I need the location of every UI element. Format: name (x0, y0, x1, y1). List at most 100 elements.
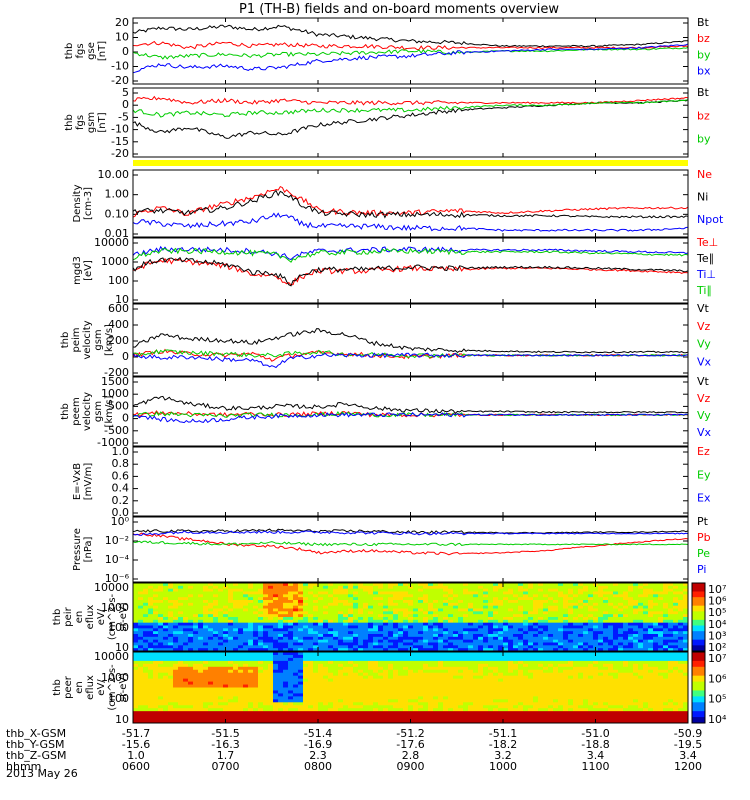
spectrogram-cell (438, 663, 444, 668)
spectrogram-cell (473, 602, 479, 607)
spectrogram-cell (263, 652, 269, 656)
spectrogram-cell (233, 611, 239, 615)
spectrogram-cell (313, 717, 319, 721)
spectrogram-cell (248, 591, 254, 595)
spectrogram-cell (398, 690, 404, 694)
spectrogram-cell (403, 660, 409, 665)
spectrogram-cell (488, 660, 494, 665)
spectrogram-cell (638, 583, 644, 587)
spectrogram-cell (138, 600, 144, 604)
spectrogram-cell (233, 714, 239, 718)
spectrogram-cell (348, 669, 354, 674)
spectrogram-cell (513, 619, 519, 624)
spectrogram-cell (558, 583, 564, 587)
spectrogram-cell (193, 678, 199, 682)
spectrogram-cell (293, 588, 299, 592)
spectrogram-cell (328, 657, 334, 662)
spectrogram-cell (198, 714, 204, 718)
spectrogram-cell (423, 622, 429, 626)
spectrogram-cell (283, 705, 289, 709)
spectrogram-cell (438, 702, 444, 706)
spectrogram-cell (243, 684, 249, 688)
spectrogram-cell (138, 588, 144, 592)
spectrogram-cell (473, 605, 479, 609)
spectrogram-cell (203, 622, 209, 626)
spectrogram-cell (553, 611, 559, 615)
spectrogram-cell (583, 619, 589, 624)
spectrogram-cell (488, 693, 494, 697)
spectrogram-cell (673, 648, 679, 651)
spectrogram-cell (258, 666, 264, 671)
spectrogram-cell (208, 693, 214, 697)
spectrogram-cell (643, 611, 649, 615)
spectrogram-cell (318, 654, 324, 659)
spectrogram-cell (503, 675, 509, 680)
spectrogram-cell (478, 663, 484, 668)
spectrogram-cell (468, 717, 474, 721)
spectrogram-cell (473, 669, 479, 674)
spectrogram-cell (283, 600, 289, 604)
spectrogram-cell (543, 617, 549, 621)
spectrogram-cell (208, 675, 214, 680)
spectrogram-cell (248, 600, 254, 604)
spectrogram-cell (388, 594, 394, 598)
spectrogram-cell (433, 605, 439, 609)
spectrogram-cell (608, 625, 614, 629)
spectrogram-cell (148, 622, 154, 626)
spectrogram-cell (388, 642, 394, 646)
spectrogram-cell (603, 628, 609, 632)
spectrogram-cell (173, 675, 179, 680)
spectrogram-cell (268, 585, 274, 590)
spectrogram-cell (188, 611, 194, 615)
spectrogram-cell (463, 699, 469, 703)
spectrogram-cell (593, 619, 599, 624)
spectrogram-cell (563, 631, 569, 635)
spectrogram-cell (258, 669, 264, 674)
spectrogram-cell (293, 622, 299, 626)
spectrogram-cell (478, 717, 484, 721)
spectrogram-cell (138, 717, 144, 721)
spectrogram-cell (183, 583, 189, 587)
spectrogram-cell (218, 693, 224, 697)
spectrogram-cell (288, 634, 294, 638)
spectrogram-cell (378, 602, 384, 607)
spectrogram-cell (433, 687, 439, 691)
spectrogram-cell (288, 608, 294, 612)
spectrogram-cell (468, 639, 474, 643)
spectrogram-cell (278, 711, 284, 715)
legend-Ni: Ni (697, 191, 708, 204)
spectrogram-cell (588, 645, 594, 649)
spectrogram-cell (143, 681, 149, 685)
series-by-line (133, 99, 688, 118)
spectrogram-cell (133, 617, 139, 621)
spectrogram-cell (173, 639, 179, 643)
spectrogram-cell (163, 702, 169, 706)
spectrogram-cell (198, 648, 204, 651)
spectrogram-cell (353, 639, 359, 643)
spectrogram-cell (408, 642, 414, 646)
spectrogram-cell (443, 702, 449, 706)
spectrogram-cell (348, 617, 354, 621)
spectrogram-cell (548, 625, 554, 629)
spectrogram-cell (138, 681, 144, 685)
spectrogram-cell (238, 675, 244, 680)
spectrogram-cell (303, 639, 309, 643)
spectrogram-cell (213, 622, 219, 626)
spectrogram-cell (623, 588, 629, 592)
spectrogram-cell (253, 717, 259, 721)
spectrogram-cell (463, 594, 469, 598)
spectrogram-cell (278, 720, 284, 723)
spectrogram-cell (488, 634, 494, 638)
spectrogram-cell (448, 605, 454, 609)
spectrogram-cell (293, 666, 299, 671)
spectrogram-cell (343, 652, 349, 656)
spectrogram-cell (413, 648, 419, 651)
spectrogram-cell (243, 678, 249, 682)
spectrogram-cell (343, 657, 349, 662)
spectrogram-cell (513, 696, 519, 700)
spectrogram-cell (348, 684, 354, 688)
spectrogram-cell (488, 619, 494, 624)
spectrogram-cell (293, 669, 299, 674)
spectrogram-cell (603, 608, 609, 612)
spectrogram-cell (513, 631, 519, 635)
